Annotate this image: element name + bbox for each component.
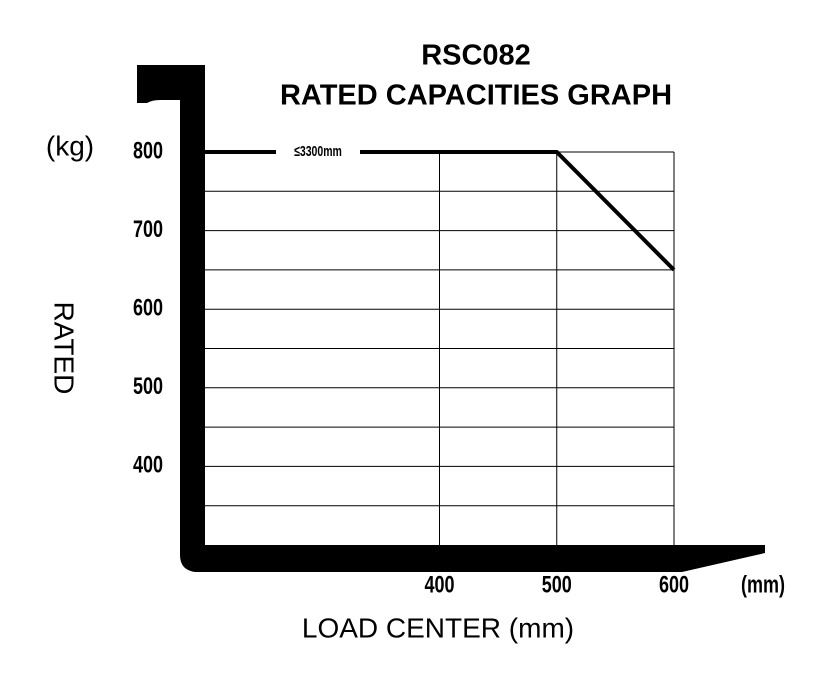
y-axis-label: RATED	[49, 302, 80, 395]
x-tick-label: 500	[542, 572, 572, 598]
legend-label: ≤3300mm	[294, 142, 342, 159]
y-unit: (kg)	[46, 130, 94, 161]
y-tick-label: 400	[133, 452, 163, 478]
x-tick-label: 400	[424, 572, 454, 598]
x-unit: (mm)	[741, 572, 785, 598]
y-tick-label: 700	[133, 217, 163, 243]
fork-shape	[137, 65, 765, 572]
x-tick-label: 600	[659, 572, 689, 598]
y-tick-label: 500	[133, 374, 163, 400]
y-tick-label: 600	[133, 295, 163, 321]
y-tick-label: 800	[133, 138, 163, 164]
chart-subtitle: RATED CAPACITIES GRAPH	[280, 80, 672, 112]
legend-label-bg	[276, 142, 360, 162]
x-axis-label: LOAD CENTER (mm)	[302, 612, 574, 643]
chart-title: RSC082	[421, 40, 531, 72]
